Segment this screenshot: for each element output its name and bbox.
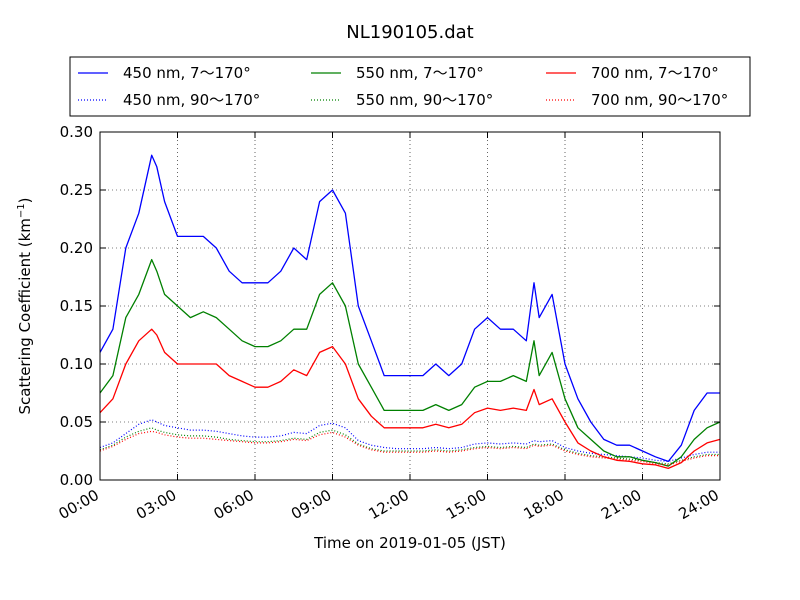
x-tick-label: 06:00 <box>211 486 257 523</box>
x-tick-label: 21:00 <box>598 486 644 523</box>
x-tick-labels: 00:00 03:00 06:00 09:00 12:00 15:00 18:00 21:00… <box>56 486 722 523</box>
axis-ticks <box>99 131 721 481</box>
grid-lines <box>100 132 720 480</box>
x-tick-label: 09:00 <box>288 486 334 523</box>
y-tick-label: 0.20 <box>60 239 93 257</box>
y-tick-label: 0.30 <box>60 123 93 141</box>
legend-label: 550 nm, 7～170° <box>356 64 484 82</box>
series-line-700-nm-7-170- <box>99 328 721 470</box>
legend-label: 450 nm, 90～170° <box>123 91 260 109</box>
legend: 450 nm, 7～170° 550 nm, 7～170° 700 nm, 7～17… <box>69 56 751 117</box>
series-group <box>99 154 721 470</box>
series-line-450-nm-7-170- <box>99 154 720 463</box>
legend-label: 450 nm, 7～170° <box>123 64 251 82</box>
y-tick-label: 0.00 <box>60 471 93 489</box>
y-tick-label: 0.10 <box>60 355 93 373</box>
legend-box <box>69 56 751 117</box>
legend-label: 550 nm, 90～170° <box>356 91 493 109</box>
x-tick-label: 15:00 <box>443 486 489 523</box>
x-axis-label: Time on 2019-01-05 (JST) <box>313 534 506 552</box>
y-axis-label-text: Scattering Coefficient (km <box>16 218 34 414</box>
y-tick-label: 0.15 <box>60 297 93 315</box>
x-tick-label: 12:00 <box>366 486 412 523</box>
series-line-550-nm-7-170- <box>99 258 721 467</box>
y-axis-label-end: ) <box>16 197 34 203</box>
y-tick-label: 0.25 <box>60 181 93 199</box>
chart-title: NL190105.dat <box>346 22 473 43</box>
x-tick-label: 18:00 <box>521 486 567 523</box>
series-line-700-nm-90-170- <box>99 430 720 466</box>
x-tick-label: 03:00 <box>133 486 179 523</box>
y-tick-label: 0.05 <box>60 413 93 431</box>
legend-label: 700 nm, 90～170° <box>591 91 728 109</box>
x-tick-label: 24:00 <box>676 486 722 523</box>
y-axis-label: Scattering Coefficient (km−1) <box>16 197 34 414</box>
y-axis-label-superscript: −1 <box>16 203 27 218</box>
y-tick-labels: 0.00 0.05 0.10 0.15 0.20 0.25 0.30 <box>60 123 93 489</box>
legend-label: 700 nm, 7～170° <box>591 64 719 82</box>
x-tick-label: 00:00 <box>56 486 102 523</box>
